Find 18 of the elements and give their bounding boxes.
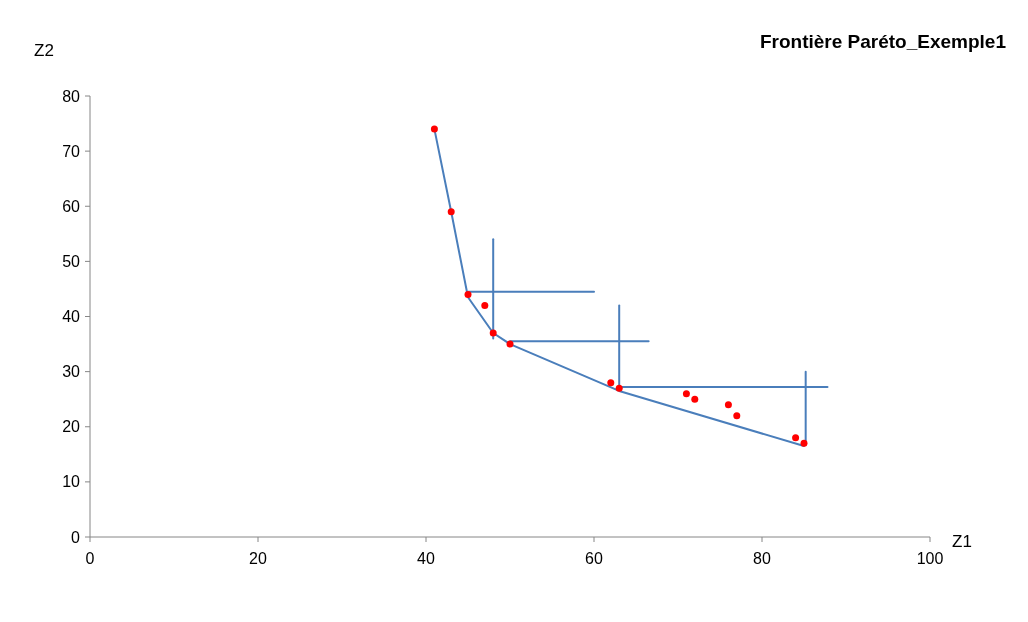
y-tick-label: 70 (62, 142, 81, 160)
y-tick-label: 60 (62, 197, 81, 215)
y-axis-title: Z2 (34, 41, 54, 60)
x-tick-label: 20 (249, 550, 267, 567)
x-tick-label: 100 (916, 550, 944, 567)
x-tick-label: 0 (85, 550, 95, 567)
y-tick-label: 80 (62, 87, 81, 105)
y-tick-label: 40 (62, 308, 81, 326)
x-tick-label: 60 (585, 550, 603, 567)
chart-title: Frontière Paréto_Exemple1 (759, 31, 1007, 52)
y-tick-label: 50 (62, 252, 81, 270)
y-tick-label: 10 (62, 473, 81, 491)
x-tick-label: 40 (417, 550, 435, 567)
x-axis-title: Z1 (952, 532, 972, 551)
y-tick-label: 0 (71, 528, 81, 546)
y-tick-label: 20 (62, 418, 81, 436)
y-tick-label: 30 (62, 363, 81, 381)
x-tick-label: 80 (753, 550, 771, 567)
